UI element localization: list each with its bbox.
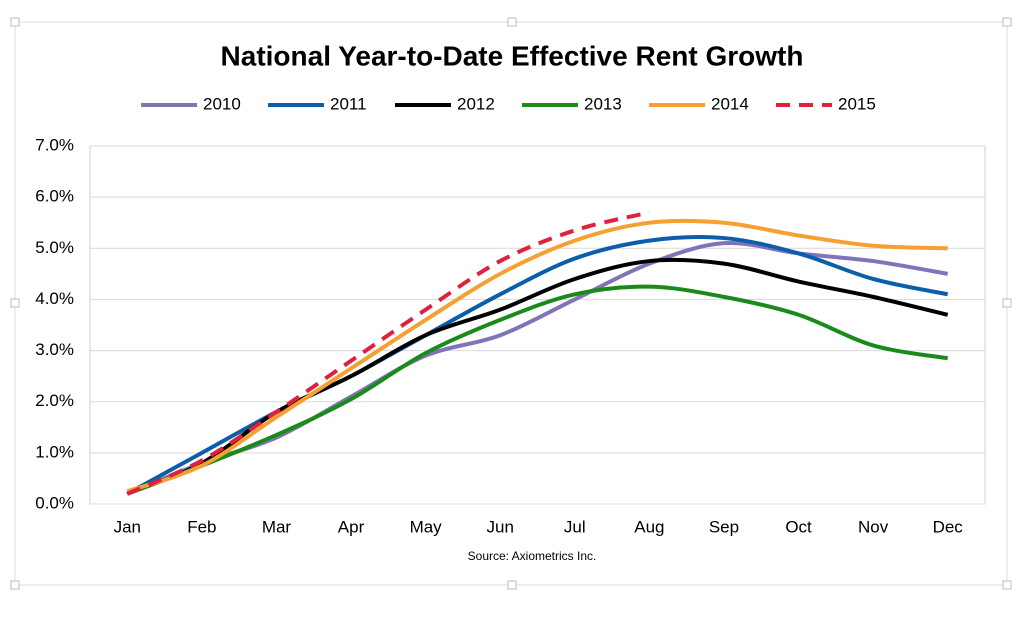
legend-label: 2012 xyxy=(457,94,495,113)
x-tick-label: Mar xyxy=(262,517,292,536)
x-tick-label: Oct xyxy=(785,517,812,536)
y-tick-label: 2.0% xyxy=(35,391,74,410)
x-tick-label: Dec xyxy=(933,517,964,536)
legend-label: 2013 xyxy=(584,94,622,113)
legend-label: 2015 xyxy=(838,94,876,113)
handle xyxy=(10,580,20,590)
y-tick-label: 0.0% xyxy=(35,493,74,512)
x-tick-label: Aug xyxy=(634,517,664,536)
x-tick-label: Jun xyxy=(486,517,513,536)
chart-title: National Year-to-Date Effective Rent Gro… xyxy=(221,40,804,71)
y-tick-label: 5.0% xyxy=(35,238,74,257)
series-line xyxy=(126,257,949,496)
series-line xyxy=(126,240,949,496)
handle xyxy=(507,17,517,27)
y-tick-label: 6.0% xyxy=(35,187,74,206)
series-line xyxy=(126,284,949,496)
x-tick-label: Jul xyxy=(564,517,586,536)
x-tick-label: Nov xyxy=(858,517,889,536)
x-tick-label: Jan xyxy=(114,517,141,536)
handle xyxy=(1002,17,1012,27)
y-tick-label: 1.0% xyxy=(35,442,74,461)
legend-label: 2011 xyxy=(330,94,367,113)
legend-label: 2014 xyxy=(711,94,749,113)
handle xyxy=(10,17,20,27)
series-line xyxy=(126,210,650,496)
legend-label: 2010 xyxy=(203,94,241,113)
series-line xyxy=(126,218,948,494)
series-line xyxy=(126,235,949,496)
handle xyxy=(1002,580,1012,590)
x-tick-label: Feb xyxy=(187,517,216,536)
x-tick-label: May xyxy=(410,517,443,536)
x-tick-label: Apr xyxy=(338,517,365,536)
handle xyxy=(1002,298,1012,308)
y-tick-label: 7.0% xyxy=(35,135,74,154)
x-tick-label: Sep xyxy=(709,517,739,536)
source-note: Source: Axiometrics Inc. xyxy=(468,549,597,563)
y-tick-label: 4.0% xyxy=(35,289,74,308)
y-tick-label: 3.0% xyxy=(35,340,74,359)
handle xyxy=(10,298,20,308)
handle xyxy=(507,580,517,590)
